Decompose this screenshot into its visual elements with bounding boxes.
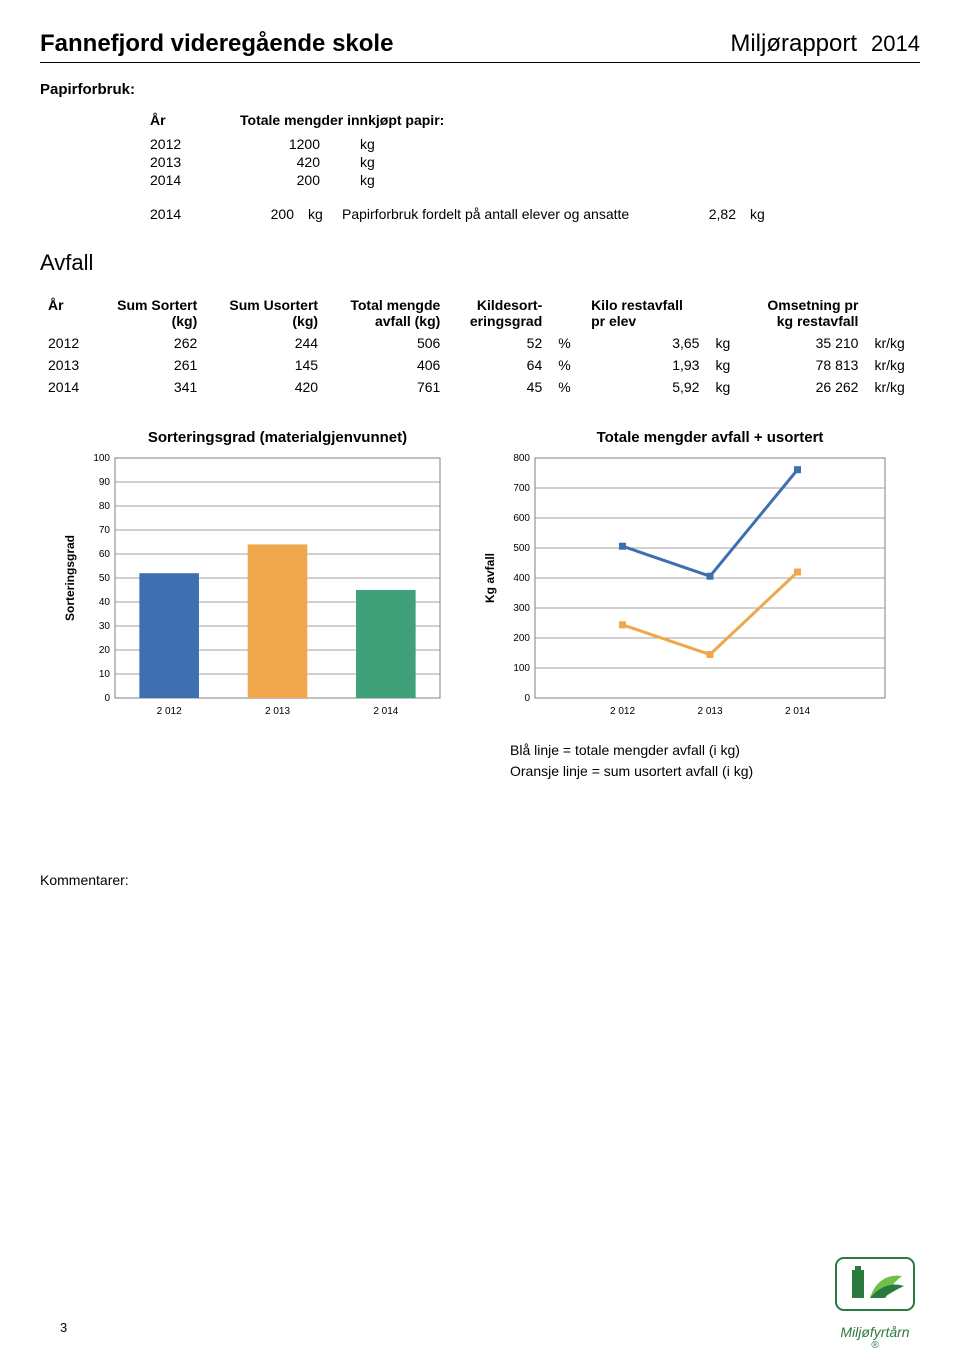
svg-text:80: 80	[99, 501, 111, 512]
svg-text:2 012: 2 012	[610, 706, 635, 717]
papir-unit: kg	[360, 136, 390, 152]
svg-text:Sorteringsgrad (materialgjenvu: Sorteringsgrad (materialgjenvunnet)	[148, 429, 407, 446]
col-rest: Kilo restavfallpr elev	[583, 294, 707, 332]
avfall-table: År Sum Sortert(kg) Sum Usortert(kg) Tota…	[40, 294, 920, 398]
logo: Miljøfyrtårn ®	[830, 1252, 920, 1351]
papir-fordelt-label: Papirforbruk fordelt på antall elever og…	[342, 206, 682, 222]
kommentarer-label: Kommentarer:	[40, 872, 920, 888]
papir-col-year: År	[150, 112, 200, 128]
bar-chart: Sorteringsgrad (materialgjenvunnet) Sorte…	[60, 428, 450, 728]
table-row: 201326114540664%1,93kg78 813kr/kg	[40, 354, 920, 376]
line-chart-box: Totale mengder avfall + usortert Kg avfal…	[480, 428, 900, 728]
svg-text:500: 500	[513, 543, 530, 554]
papir-unit: kg	[360, 172, 390, 188]
papir-row: 2012 1200 kg	[150, 136, 920, 152]
papir-row: 2013 420 kg	[150, 154, 920, 170]
bar-chart-box: Sorteringsgrad (materialgjenvunnet) Sorte…	[60, 428, 450, 728]
papir-value: 200	[240, 172, 320, 188]
page-number: 3	[60, 1320, 67, 1335]
chart-legend-notes: Blå linje = totale mengder avfall (i kg)…	[510, 740, 920, 782]
svg-text:2 014: 2 014	[785, 706, 810, 717]
papir-section-label: Papirforbruk:	[40, 81, 920, 98]
svg-text:100: 100	[93, 453, 110, 464]
svg-text:2 012: 2 012	[157, 706, 182, 717]
svg-text:200: 200	[513, 633, 530, 644]
papir-col-total: Totale mengder innkjøpt papir:	[240, 112, 444, 128]
line-chart: Totale mengder avfall + usortert Kg avfal…	[480, 428, 900, 728]
papir-fordelt-row: 2014 200 kg Papirforbruk fordelt på anta…	[150, 206, 920, 222]
legend-line-2: Oransje linje = sum usortert avfall (i k…	[510, 761, 920, 782]
school-name: Fannefjord videregående skole	[40, 30, 393, 58]
svg-text:0: 0	[104, 693, 110, 704]
avfall-heading: Avfall	[40, 250, 920, 276]
papir-table: År Totale mengder innkjøpt papir: 2012 1…	[150, 112, 920, 222]
col-sortert: Sum Sortert(kg)	[94, 294, 205, 332]
col-year: År	[40, 294, 94, 332]
svg-text:50: 50	[99, 573, 111, 584]
svg-text:Kg avfall: Kg avfall	[483, 553, 497, 603]
papir-unit: kg	[308, 206, 328, 222]
table-row: 201226224450652%3,65kg35 210kr/kg	[40, 332, 920, 354]
svg-text:2 013: 2 013	[697, 706, 722, 717]
svg-text:Totale mengder avfall + usorte: Totale mengder avfall + usortert	[597, 429, 824, 446]
svg-text:90: 90	[99, 477, 111, 488]
papir-unit: kg	[360, 154, 390, 170]
logo-r: ®	[830, 1340, 920, 1351]
legend-line-1: Blå linje = totale mengder avfall (i kg)	[510, 740, 920, 761]
svg-text:40: 40	[99, 597, 111, 608]
svg-text:70: 70	[99, 525, 111, 536]
papir-year: 2012	[150, 136, 200, 152]
svg-text:600: 600	[513, 513, 530, 524]
col-total: Total mengdeavfall (kg)	[326, 294, 448, 332]
papir-fordelt-value: 2,82	[696, 206, 736, 222]
page-header: Fannefjord videregående skole Miljørappo…	[40, 30, 920, 58]
svg-text:Sorteringsgrad: Sorteringsgrad	[63, 535, 77, 621]
svg-text:100: 100	[513, 663, 530, 674]
report-label: Miljørapport	[730, 30, 857, 58]
papir-fordelt-unit: kg	[750, 206, 780, 222]
table-row: 201434142076145%5,92kg26 262kr/kg	[40, 376, 920, 398]
col-usortert: Sum Usortert(kg)	[205, 294, 326, 332]
header-rule	[40, 62, 920, 63]
papir-value: 420	[240, 154, 320, 170]
papir-row: 2014 200 kg	[150, 172, 920, 188]
svg-text:700: 700	[513, 483, 530, 494]
papir-year: 2014	[150, 206, 200, 222]
svg-text:300: 300	[513, 603, 530, 614]
logo-text: Miljøfyrtårn	[830, 1324, 920, 1340]
papir-value: 1200	[240, 136, 320, 152]
svg-text:0: 0	[524, 693, 530, 704]
col-kilde: Kildesort-eringsgrad	[448, 294, 550, 332]
papir-year: 2013	[150, 154, 200, 170]
svg-text:10: 10	[99, 669, 111, 680]
charts-row: Sorteringsgrad (materialgjenvunnet) Sorte…	[60, 428, 920, 728]
svg-text:800: 800	[513, 453, 530, 464]
svg-text:2 013: 2 013	[265, 706, 290, 717]
report-year: 2014	[871, 31, 920, 57]
papir-value: 200	[214, 206, 294, 222]
col-oms: Omsetning prkg restavfall	[743, 294, 866, 332]
miljofyrtarn-logo-icon	[830, 1252, 920, 1322]
svg-text:2 014: 2 014	[373, 706, 398, 717]
svg-text:60: 60	[99, 549, 111, 560]
papir-year: 2014	[150, 172, 200, 188]
svg-text:400: 400	[513, 573, 530, 584]
svg-text:30: 30	[99, 621, 111, 632]
svg-text:20: 20	[99, 645, 111, 656]
